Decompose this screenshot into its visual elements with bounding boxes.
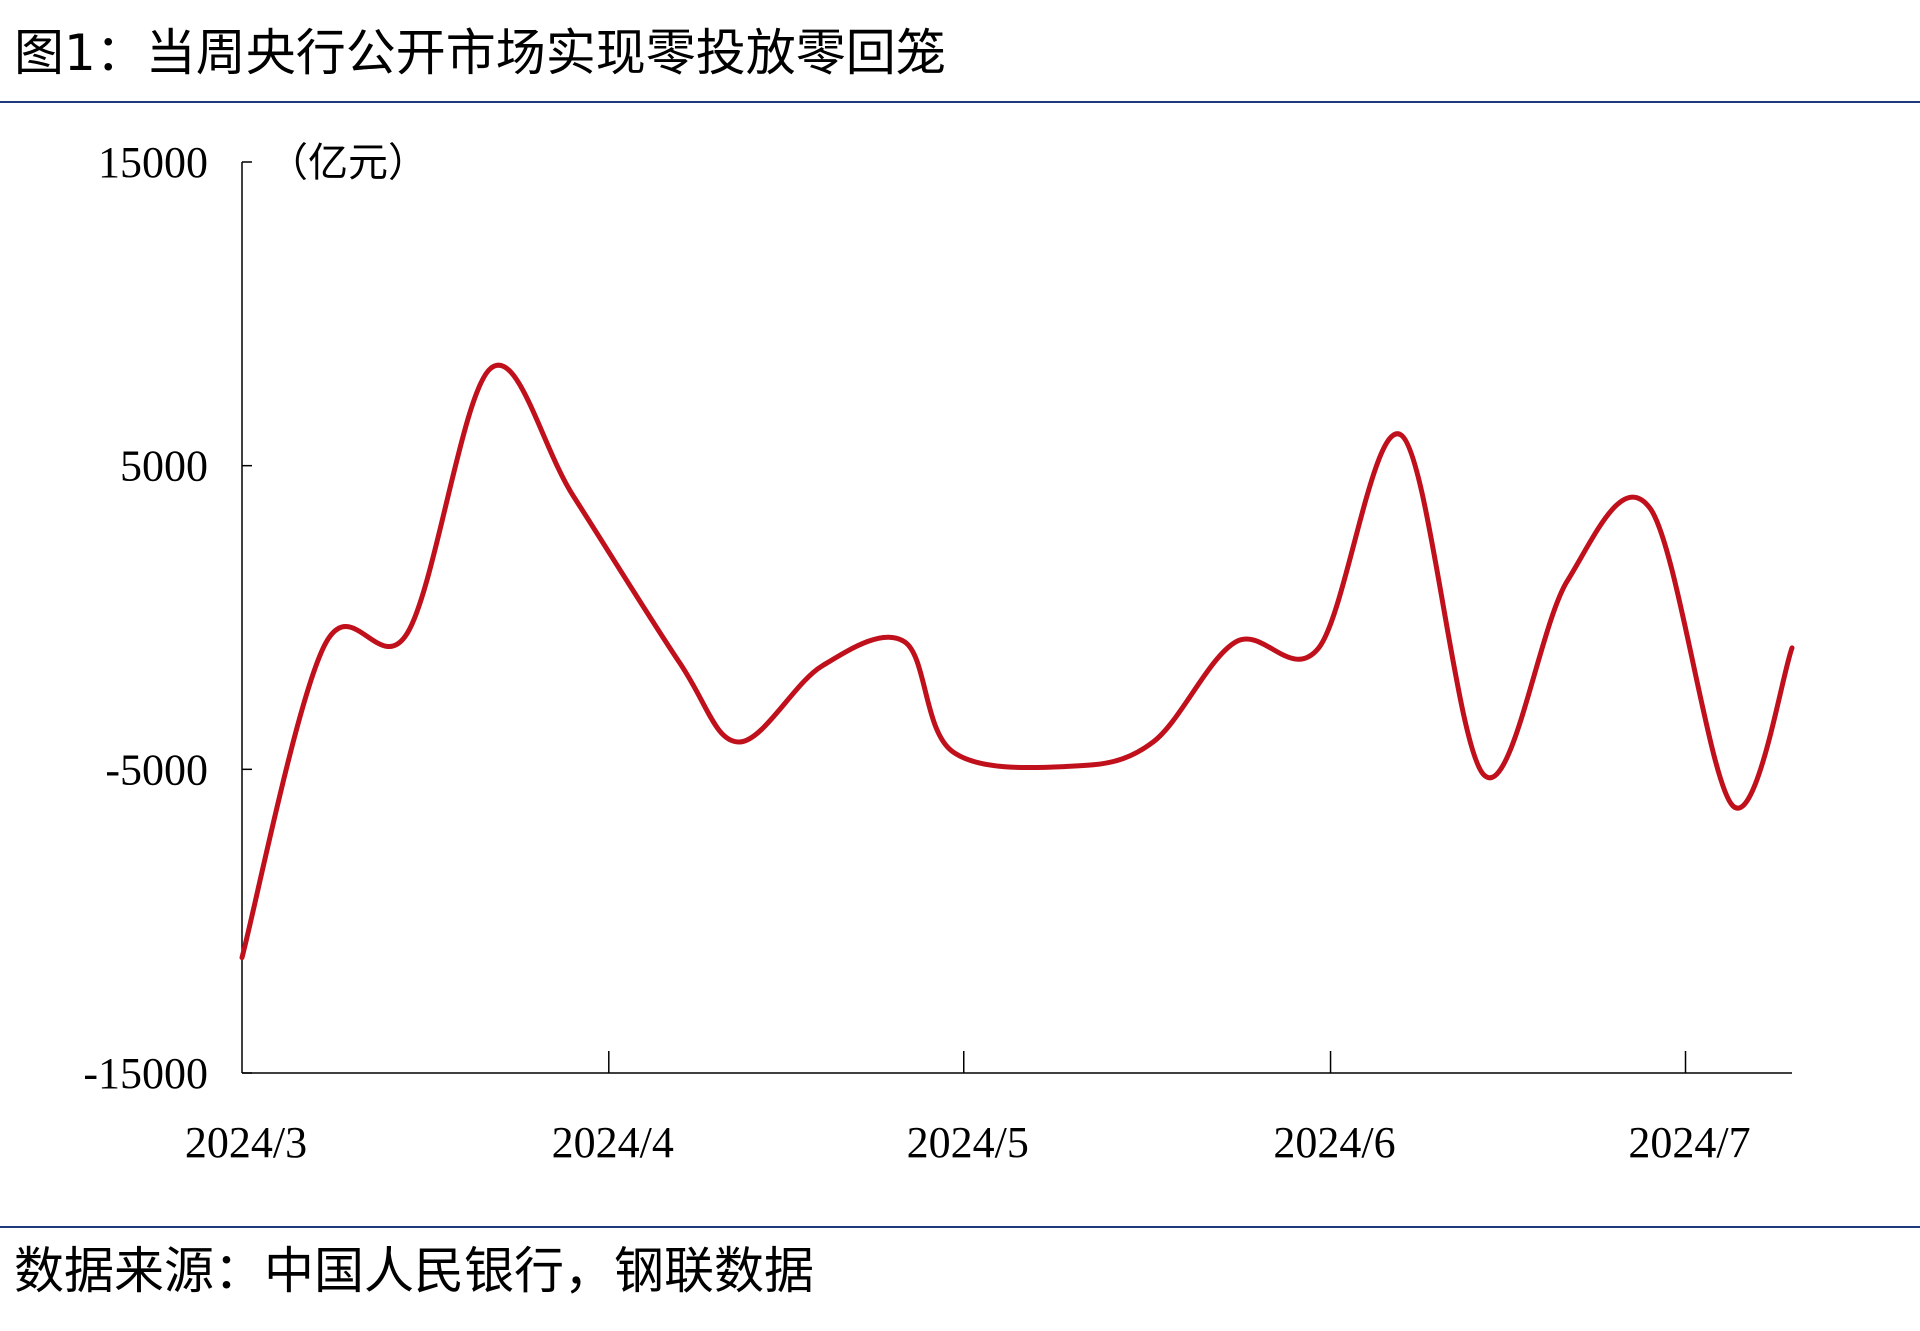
- title-rule: [0, 101, 1920, 103]
- x-tick-label: 2024/6: [1273, 1118, 1395, 1167]
- x-tick-label: 2024/5: [907, 1118, 1029, 1167]
- y-unit-label: （亿元）: [268, 140, 428, 186]
- x-tick-label: 2024/7: [1628, 1118, 1750, 1167]
- y-tick-label: -15000: [83, 1049, 208, 1098]
- y-tick-label: 5000: [120, 442, 208, 491]
- y-tick-label: -5000: [105, 745, 208, 794]
- x-tick-label: 2024/3: [185, 1118, 307, 1167]
- figure-title: 图1：当周央行公开市场实现零投放零回笼: [14, 24, 946, 82]
- source-rule: [0, 1226, 1920, 1228]
- x-tick-label: 2024/4: [552, 1118, 674, 1167]
- figure-source: 数据来源：中国人民银行，钢联数据: [14, 1242, 814, 1300]
- y-tick-label: 15000: [98, 138, 208, 187]
- series-line: [239, 363, 1795, 961]
- chart-series: [239, 363, 1795, 961]
- chart-labels: -15000 -5000 5000 15000 （亿元） 2024/3 2024/4 2024…: [83, 138, 1750, 1167]
- chart-axes: [241, 161, 1792, 1074]
